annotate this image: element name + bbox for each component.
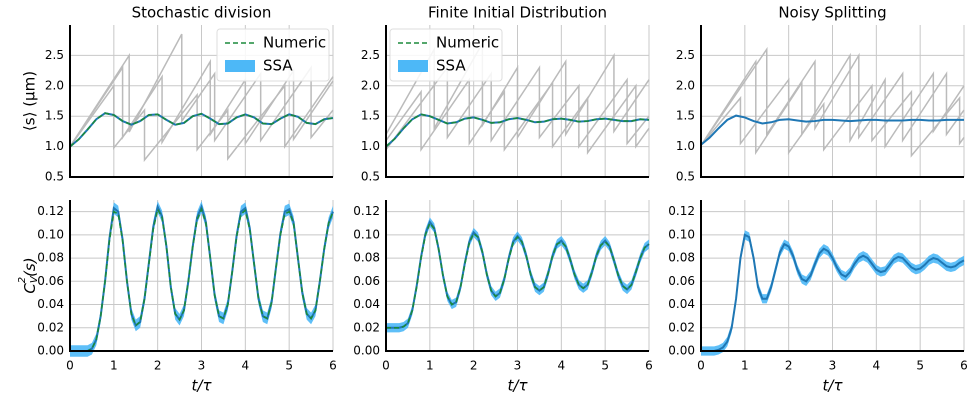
x-tick-label: 5 bbox=[285, 359, 293, 373]
y-tick-label: 1.0 bbox=[676, 139, 695, 153]
trajectory bbox=[69, 76, 334, 163]
y-tick-label: 0.02 bbox=[668, 320, 695, 334]
x-tick-label: 6 bbox=[960, 359, 968, 373]
chart-title: Stochastic division bbox=[132, 4, 272, 22]
legend-label: SSA bbox=[263, 57, 293, 75]
y-tick-label: 2.0 bbox=[676, 78, 695, 92]
y-tick-label: 1.5 bbox=[676, 109, 695, 123]
y-tick-label: 0.12 bbox=[37, 204, 64, 218]
x-tick-label: 3 bbox=[198, 359, 206, 373]
legend-swatch bbox=[398, 60, 428, 72]
trajectory bbox=[700, 77, 965, 158]
x-tick-label: 3 bbox=[514, 359, 522, 373]
x-tick-label: 4 bbox=[873, 359, 881, 373]
y-label-sub: V bbox=[29, 275, 40, 283]
y-tick-label: 0.06 bbox=[353, 274, 380, 288]
x-tick-label: 2 bbox=[785, 359, 793, 373]
y-tick-label: 0.00 bbox=[37, 344, 64, 358]
y-tick-label: 2.0 bbox=[45, 78, 64, 92]
x-tick-label: 0 bbox=[697, 359, 705, 373]
y-label-base: C bbox=[21, 283, 39, 294]
y-tick-label: 0.02 bbox=[37, 320, 64, 334]
trajectory bbox=[700, 46, 965, 146]
trajectory bbox=[385, 40, 650, 141]
trajectory bbox=[69, 58, 334, 148]
x-tick-label: 6 bbox=[329, 359, 337, 373]
y-tick-label: 0.12 bbox=[353, 204, 380, 218]
y-tick-label: 0.00 bbox=[668, 344, 695, 358]
x-tick-label: 5 bbox=[916, 359, 924, 373]
x-tick-label: 1 bbox=[741, 359, 749, 373]
y-tick-label: 0.12 bbox=[668, 204, 695, 218]
y-tick-label: 0.10 bbox=[353, 227, 380, 241]
ssa-line bbox=[700, 114, 964, 146]
y-label-rest: (s) bbox=[21, 257, 39, 277]
x-tick-label: 4 bbox=[558, 359, 566, 373]
x-tick-label: 1 bbox=[110, 359, 118, 373]
ssa-line bbox=[701, 233, 965, 352]
y-tick-label: 0.06 bbox=[37, 274, 64, 288]
ssa-line bbox=[70, 203, 334, 352]
y-tick-label: 2.5 bbox=[676, 48, 695, 62]
y-tick-label: 0.08 bbox=[37, 251, 64, 265]
y-tick-label: 0.10 bbox=[668, 227, 695, 241]
y-tick-label: 2.0 bbox=[361, 78, 380, 92]
y-tick-label: 0.5 bbox=[676, 170, 695, 184]
x-tick-label: 1 bbox=[426, 359, 434, 373]
legend-label: Numeric bbox=[436, 34, 499, 52]
x-tick-label: 4 bbox=[242, 359, 250, 373]
y-tick-label: 0.08 bbox=[668, 251, 695, 265]
y-tick-label: 0.5 bbox=[45, 170, 64, 184]
x-tick-label: 0 bbox=[382, 359, 390, 373]
x-axis-label: t/τ bbox=[192, 377, 213, 395]
y-tick-label: 0.02 bbox=[353, 320, 380, 334]
numeric-line bbox=[385, 113, 650, 148]
numeric-line bbox=[70, 206, 334, 352]
y-tick-label: 1.5 bbox=[361, 109, 380, 123]
legend-label: Numeric bbox=[263, 34, 326, 52]
y-tick-label: 1.5 bbox=[45, 109, 64, 123]
y-tick-label: 0.10 bbox=[37, 227, 64, 241]
y-label-sup: 2 bbox=[17, 277, 28, 283]
chart-title: Noisy Splitting bbox=[778, 4, 886, 22]
y-tick-label: 0.5 bbox=[361, 170, 380, 184]
y-tick-label: 1.0 bbox=[361, 139, 380, 153]
y-axis-label: CV2(s) bbox=[17, 257, 40, 293]
x-tick-label: 6 bbox=[645, 359, 653, 373]
ssa-band bbox=[701, 230, 964, 356]
x-tick-label: 2 bbox=[470, 359, 478, 373]
chart-title: Finite Initial Distribution bbox=[428, 4, 607, 22]
x-tick-label: 3 bbox=[829, 359, 837, 373]
trajectory bbox=[700, 52, 965, 156]
x-axis-label: t/τ bbox=[823, 377, 844, 395]
y-tick-label: 1.0 bbox=[45, 139, 64, 153]
trajectory bbox=[385, 65, 650, 151]
numeric-line bbox=[69, 112, 334, 148]
x-axis-label: t/τ bbox=[508, 377, 529, 395]
y-tick-label: 2.5 bbox=[361, 48, 380, 62]
y-tick-label: 0.00 bbox=[353, 344, 380, 358]
legend-label: SSA bbox=[436, 57, 466, 75]
y-tick-label: 2.5 bbox=[45, 48, 64, 62]
y-tick-label: 0.04 bbox=[668, 297, 695, 311]
x-tick-label: 0 bbox=[66, 359, 74, 373]
numeric-line bbox=[386, 221, 650, 329]
y-tick-label: 0.04 bbox=[353, 297, 380, 311]
legend-swatch bbox=[225, 60, 255, 72]
y-tick-label: 0.08 bbox=[353, 251, 380, 265]
y-tick-label: 0.06 bbox=[668, 274, 695, 288]
y-tick-label: 0.04 bbox=[37, 297, 64, 311]
x-tick-label: 5 bbox=[601, 359, 609, 373]
y-axis-label: ⟨s⟩ (μm) bbox=[21, 71, 39, 131]
x-tick-label: 2 bbox=[154, 359, 162, 373]
